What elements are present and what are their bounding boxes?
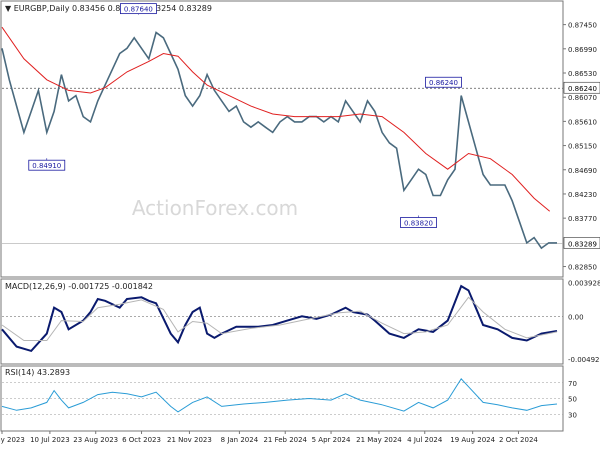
price-y-tick-label: 0.83770: [568, 215, 597, 223]
current-price-label: 0.83289: [568, 240, 597, 248]
rsi-y-tick-label: 30: [568, 411, 577, 419]
x-tick-label: 25 May 2023: [0, 436, 25, 444]
annotation-box: [425, 76, 462, 88]
x-tick-label: 4 Jul 2024: [407, 436, 443, 444]
y-axis-labels: 0.87450 0.86990 0.86530 0.86070 0.85610 0.851…: [563, 22, 600, 419]
macd-y-tick-label: 0.003928: [568, 279, 600, 287]
current-price-box: [563, 237, 600, 249]
rsi-series: [1, 377, 558, 413]
price-y-tick-label: 0.82850: [568, 264, 597, 272]
grid-lines: [2, 87, 563, 415]
rsi-header: RSI(14) 43.2893: [5, 368, 70, 377]
macd-series: [1, 284, 558, 353]
price-line-moving_average: [1, 26, 551, 212]
reference-level-label: 0.86240: [568, 85, 597, 93]
x-tick-label: 19 Aug 2024: [450, 436, 495, 444]
x-tick-label: 23 Aug 2023: [73, 436, 118, 444]
macd-y-tick-label: 0.00: [568, 313, 584, 321]
rsi-y-tick-label: 50: [568, 396, 577, 404]
symbol-label: EURGBP,Daily: [14, 4, 70, 13]
price-y-tick-label: 0.84690: [568, 167, 597, 175]
price-y-tick-label: 0.87450: [568, 22, 597, 30]
price-header: ▼ EURGBP,Daily 0.83456 0.83489 0.83254 0…: [5, 4, 212, 13]
x-tick-label: 6 Oct 2023: [122, 436, 161, 444]
x-tick-label: 21 May 2024: [356, 436, 402, 444]
x-tick-label: 21 Nov 2023: [167, 436, 212, 444]
annotation-label: 0.83820: [404, 220, 433, 228]
macd-line-signal: [1, 296, 558, 341]
rsi-line: [1, 377, 558, 413]
x-tick-label: 5 Apr 2024: [312, 436, 351, 444]
price-y-tick-label: 0.84230: [568, 191, 597, 199]
macd-panel-frame: [0, 278, 564, 365]
x-tick-label: 21 Feb 2024: [263, 436, 307, 444]
dropdown-triangle-icon: ▼: [5, 4, 14, 13]
price-y-tick-label: 0.86070: [568, 94, 597, 102]
annotation-box: [400, 217, 437, 228]
macd-header: MACD(12,26,9) -0.001725 -0.001842: [5, 282, 153, 291]
annotation-label: 0.84910: [32, 162, 61, 170]
price-y-tick-label: 0.85610: [568, 118, 597, 126]
price-y-tick-label: 0.86530: [568, 70, 597, 78]
macd-y-tick-label: -0.004929: [568, 356, 600, 364]
price-annotations: 0.87640 0.84910 0.86240 0.83820: [28, 3, 462, 228]
price-y-tick-label: 0.85150: [568, 143, 597, 151]
watermark: ActionForex.com: [132, 196, 298, 220]
annotation-label: 0.87640: [124, 6, 153, 14]
price-y-tick-label: 0.86990: [568, 46, 597, 54]
annotation-box: [28, 159, 66, 171]
price-series: [1, 26, 558, 250]
x-tick-label: 2 Oct 2024: [499, 436, 538, 444]
macd-line-macd: [1, 284, 558, 353]
x-tick-label: 10 Jul 2023: [30, 436, 70, 444]
annotation-label: 0.86240: [429, 79, 458, 87]
reference-level-box: [563, 81, 600, 94]
price-panel-frame: [0, 0, 564, 278]
annotation-box: [120, 3, 157, 15]
x-tick-label: 8 Jan 2024: [221, 436, 259, 444]
rsi-y-tick-label: 70: [568, 380, 577, 388]
